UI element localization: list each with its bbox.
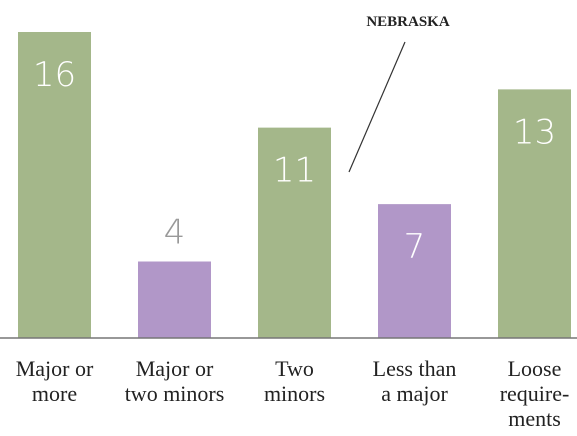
value-label: 11 bbox=[273, 151, 316, 191]
bar bbox=[138, 261, 211, 338]
value-label: 16 bbox=[33, 55, 76, 95]
x-tick-label: minors bbox=[264, 381, 325, 406]
x-tick-label: Major or bbox=[136, 356, 214, 381]
annotation: NEBRASKA bbox=[366, 14, 450, 30]
bar bbox=[258, 127, 331, 338]
x-tick-label: require- bbox=[500, 381, 570, 406]
x-tick-label: Loose bbox=[508, 356, 562, 381]
x-tick-label: Two bbox=[275, 356, 314, 381]
value-label: 7 bbox=[404, 227, 426, 267]
x-tick-label: Less than bbox=[373, 356, 457, 381]
x-tick-label: a major bbox=[381, 381, 448, 406]
value-label: 4 bbox=[164, 213, 186, 253]
x-tick-label: ments bbox=[508, 406, 561, 431]
annotation-line bbox=[348, 41, 406, 173]
bar bbox=[378, 204, 451, 338]
x-tick-label: more bbox=[32, 381, 77, 406]
value-label: 13 bbox=[513, 112, 556, 152]
x-tick-label: two minors bbox=[125, 381, 225, 406]
x-tick-label: Major or bbox=[16, 356, 94, 381]
bar bbox=[18, 32, 91, 338]
bar bbox=[498, 89, 571, 338]
